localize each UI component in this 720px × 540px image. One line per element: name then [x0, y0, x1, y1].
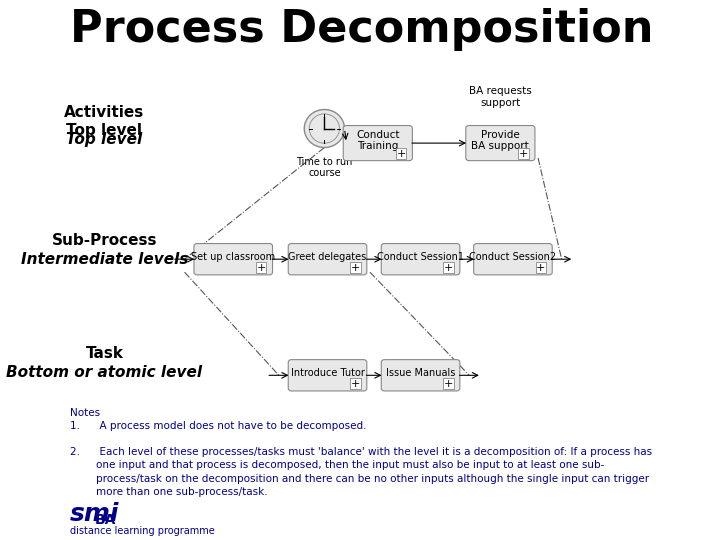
FancyBboxPatch shape	[466, 125, 535, 160]
Text: Set up classroom: Set up classroom	[192, 252, 275, 261]
Text: +: +	[351, 379, 360, 389]
FancyBboxPatch shape	[288, 360, 366, 391]
Text: Task: Task	[86, 346, 123, 361]
Text: +: +	[444, 379, 453, 389]
Text: BA requests
support: BA requests support	[469, 86, 532, 108]
Text: +: +	[256, 263, 266, 273]
Text: Issue Manuals: Issue Manuals	[386, 368, 455, 377]
FancyBboxPatch shape	[288, 244, 366, 275]
Text: Conduct
Training: Conduct Training	[356, 130, 400, 151]
Text: Time to run
course: Time to run course	[296, 157, 353, 178]
Text: +: +	[536, 263, 546, 273]
FancyBboxPatch shape	[343, 125, 413, 160]
Text: Introduce Tutor: Introduce Tutor	[291, 368, 364, 377]
FancyBboxPatch shape	[194, 244, 273, 275]
Text: distance learning programme: distance learning programme	[70, 526, 215, 537]
Text: smi: smi	[70, 502, 120, 526]
Text: Conduct Session2: Conduct Session2	[469, 252, 557, 261]
Text: Top level: Top level	[66, 132, 143, 147]
Text: Conduct Session1: Conduct Session1	[377, 252, 464, 261]
FancyBboxPatch shape	[382, 360, 460, 391]
Text: Intermediate levels: Intermediate levels	[21, 252, 188, 267]
Text: Bottom or atomic level: Bottom or atomic level	[6, 365, 202, 380]
FancyBboxPatch shape	[382, 244, 460, 275]
Text: +: +	[444, 263, 453, 273]
Text: Greet delegates: Greet delegates	[289, 252, 366, 261]
Text: +: +	[351, 263, 360, 273]
Text: +: +	[397, 148, 406, 159]
Text: Sub-Process: Sub-Process	[52, 233, 157, 248]
Text: BA: BA	[95, 513, 117, 527]
Ellipse shape	[310, 114, 339, 143]
Ellipse shape	[305, 110, 344, 147]
Text: Notes
1.      A process model does not have to be decomposed.

2.      Each leve: Notes 1. A process model does not have t…	[70, 408, 652, 497]
Text: +: +	[519, 148, 528, 159]
Text: Activities
Top level: Activities Top level	[64, 105, 145, 138]
Text: Provide
BA support: Provide BA support	[472, 130, 529, 151]
FancyBboxPatch shape	[474, 244, 552, 275]
Text: Process Decomposition: Process Decomposition	[71, 8, 654, 51]
